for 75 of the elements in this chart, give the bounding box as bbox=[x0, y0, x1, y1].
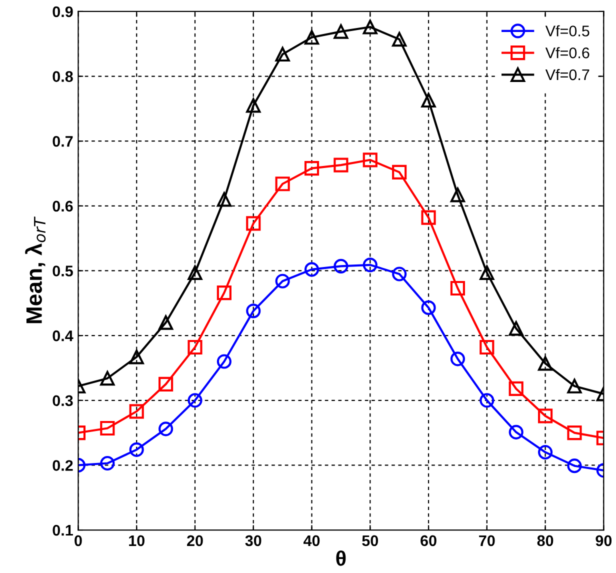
y-tick-label: 0.7 bbox=[52, 136, 73, 147]
x-tick-label: 90 bbox=[596, 535, 612, 546]
point bbox=[450, 188, 466, 202]
point bbox=[158, 315, 174, 330]
x-tick-label: 50 bbox=[362, 535, 378, 546]
y-tick-label: 0.8 bbox=[52, 71, 73, 82]
point bbox=[246, 98, 261, 113]
point bbox=[421, 92, 436, 108]
x-tick-label: 20 bbox=[187, 535, 203, 546]
point bbox=[158, 422, 174, 436]
point bbox=[480, 340, 494, 355]
y-tick-label: 0.1 bbox=[52, 524, 73, 536]
point bbox=[100, 456, 115, 471]
point bbox=[392, 164, 407, 180]
point bbox=[216, 192, 232, 207]
x-axis-title: θ bbox=[336, 550, 346, 566]
point bbox=[421, 300, 436, 315]
y-tick-label: 0.9 bbox=[52, 6, 73, 18]
point bbox=[304, 262, 320, 277]
point bbox=[188, 340, 202, 355]
point bbox=[216, 354, 232, 369]
point bbox=[362, 20, 378, 34]
point bbox=[450, 352, 466, 366]
point bbox=[129, 350, 144, 364]
point bbox=[100, 371, 115, 386]
point bbox=[392, 32, 407, 47]
point bbox=[275, 274, 290, 288]
point bbox=[567, 458, 582, 474]
x-tick-label: 80 bbox=[537, 535, 554, 546]
point bbox=[480, 265, 494, 280]
point bbox=[246, 304, 261, 318]
legend-label: Vf=0.5 bbox=[545, 25, 590, 36]
y-axis-title: Mean, λ$_{orT}$ bbox=[25, 216, 46, 324]
point bbox=[508, 424, 524, 440]
y-tick-label: 0.2 bbox=[52, 460, 73, 471]
x-tick-label: 0 bbox=[74, 535, 82, 546]
point bbox=[275, 176, 290, 192]
point bbox=[538, 408, 553, 424]
legend-label: Vf=0.6 bbox=[545, 47, 590, 58]
legend-label: Vf=0.7 bbox=[545, 68, 590, 80]
x-tick-label: 30 bbox=[245, 535, 262, 546]
point bbox=[567, 426, 582, 440]
point bbox=[304, 30, 320, 45]
point bbox=[508, 321, 524, 336]
x-tick-label: 60 bbox=[420, 535, 436, 546]
point bbox=[421, 210, 436, 225]
x-tick-label: 70 bbox=[479, 535, 495, 546]
point bbox=[158, 376, 174, 392]
point bbox=[129, 404, 144, 419]
point bbox=[275, 46, 290, 62]
point bbox=[188, 265, 202, 280]
y-tick-label: 0.4 bbox=[52, 330, 74, 342]
point bbox=[480, 393, 494, 408]
point bbox=[538, 444, 553, 460]
point bbox=[129, 442, 144, 457]
x-tick-label: 10 bbox=[129, 535, 144, 546]
point bbox=[567, 378, 582, 394]
point bbox=[304, 161, 320, 176]
point bbox=[334, 158, 348, 172]
point bbox=[508, 381, 524, 396]
y-tick-label: 0.5 bbox=[52, 266, 73, 276]
y-tick-label: 0.6 bbox=[52, 200, 73, 212]
point bbox=[246, 216, 261, 231]
point bbox=[334, 24, 348, 39]
point bbox=[100, 420, 115, 436]
point bbox=[538, 356, 553, 371]
point bbox=[334, 258, 348, 274]
point bbox=[450, 280, 466, 296]
point bbox=[216, 285, 232, 300]
point bbox=[392, 266, 407, 282]
point bbox=[362, 152, 378, 168]
y-tick-label: 0.3 bbox=[52, 395, 73, 406]
point bbox=[188, 393, 202, 408]
point bbox=[362, 258, 378, 272]
x-tick-label: 40 bbox=[304, 535, 320, 546]
